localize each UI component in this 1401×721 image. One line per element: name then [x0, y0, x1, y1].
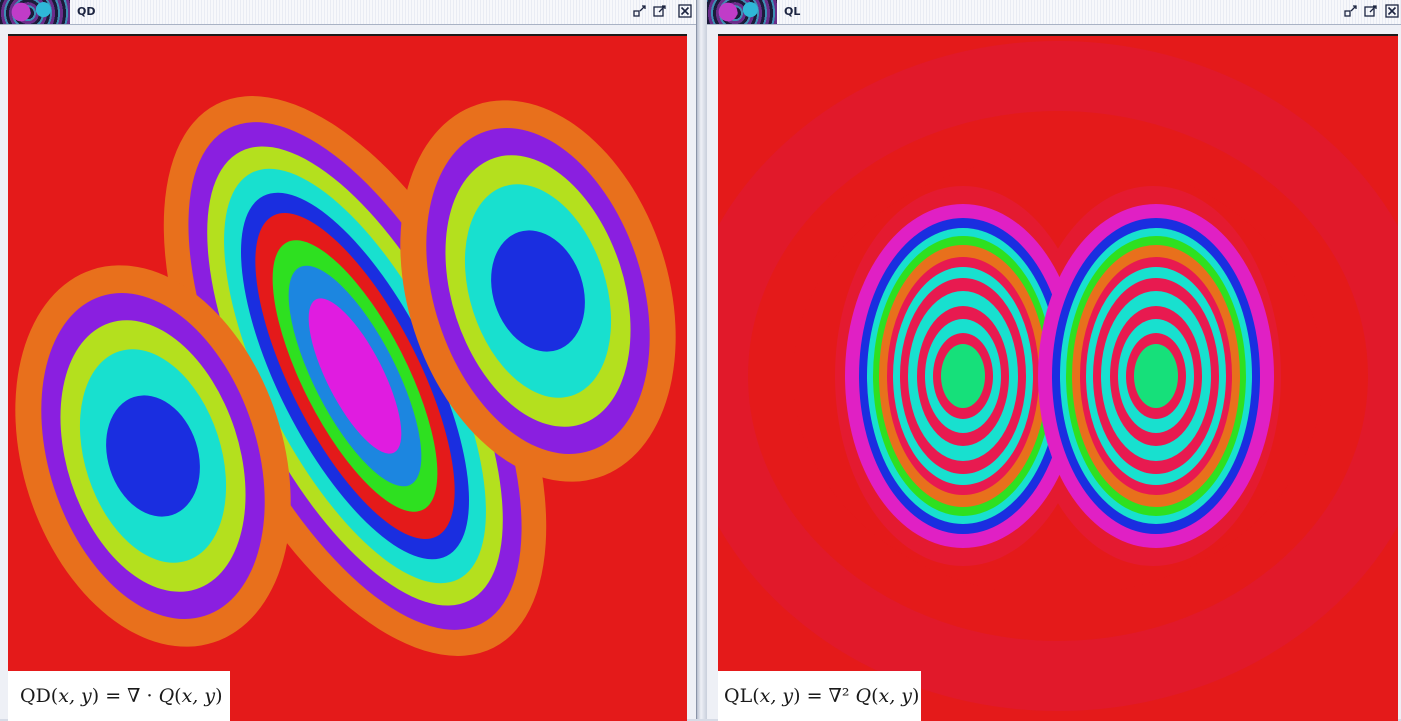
close-icon[interactable] [677, 3, 693, 19]
app-icon [707, 0, 777, 24]
qd-contour-image [8, 36, 687, 719]
ql-contour-image [718, 36, 1398, 719]
restore-icon[interactable] [632, 3, 648, 19]
restore-icon[interactable] [1343, 3, 1359, 19]
maximize-icon[interactable] [652, 3, 668, 19]
window-title: QD [77, 5, 96, 18]
close-icon[interactable] [1384, 3, 1400, 19]
qd-titlebar[interactable]: QD [0, 0, 696, 25]
ql-titlebar[interactable]: QL [707, 0, 1401, 25]
qd-plot: QD(x, y) = ∇ · Q(x, y) [8, 34, 687, 721]
split-pane-divider[interactable] [697, 0, 707, 719]
qd-formula-label: QD(x, y) = ∇ · Q(x, y) [8, 671, 230, 721]
ql-formula-label: QL(x, y) = ∇² Q(x, y) [718, 671, 921, 721]
app-icon [0, 0, 70, 24]
qd-window: QD [0, 0, 697, 721]
ql-window: QL [707, 0, 1401, 721]
window-title: QL [784, 5, 801, 18]
maximize-icon[interactable] [1363, 3, 1379, 19]
ql-plot: QL(x, y) = ∇² Q(x, y) [718, 34, 1398, 721]
